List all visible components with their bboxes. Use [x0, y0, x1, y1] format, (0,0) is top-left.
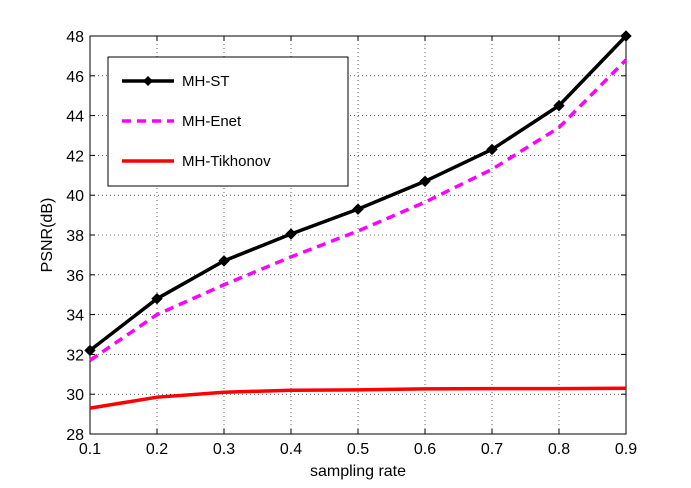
y-tick-label: 38: [66, 228, 84, 245]
x-tick-label: 0.6: [414, 441, 436, 458]
data-point-mh-st: [419, 175, 431, 187]
y-tick-label: 30: [66, 387, 84, 404]
data-point-mh-st: [84, 344, 96, 357]
y-tick-label: 34: [66, 308, 84, 325]
y-tick-label: 28: [66, 427, 84, 444]
legend-label: MH-Enet: [182, 113, 242, 130]
axis-ticks: 0.1 0.2 0.3 0.4 0.5 0.6 0.7 0.8 0.9 28 30 32 34 36 38 4…: [66, 29, 637, 458]
grid: [90, 36, 626, 434]
y-tick-label: 32: [66, 347, 84, 364]
y-tick-label: 48: [66, 29, 84, 46]
x-tick-label: 0.3: [213, 441, 235, 458]
y-tick-label: 46: [66, 69, 84, 86]
legend: MH-ST MH-Enet MH-Tikhonov: [107, 56, 349, 187]
legend-label: MH-Tikhonov: [182, 153, 271, 170]
x-tick-label: 0.8: [548, 441, 570, 458]
legend-marker: [143, 76, 153, 86]
x-tick-label: 0.9: [615, 441, 637, 458]
x-tick-label: 0.5: [347, 441, 369, 458]
series-lines: [84, 30, 632, 410]
data-point-mh-st: [486, 143, 498, 156]
y-axis-title: PSNR(dB): [39, 198, 56, 273]
y-tick-label: 42: [66, 148, 84, 165]
x-tick-label: 0.4: [280, 441, 302, 458]
data-point-mh-st: [151, 292, 163, 305]
legend-label: MH-ST: [182, 73, 230, 90]
x-tick-label: 0.1: [79, 441, 101, 458]
data-point-mh-st: [553, 99, 565, 112]
y-tick-label: 40: [66, 188, 84, 205]
series-line-mh-tikhonov: [89, 386, 627, 410]
y-tick-label: 44: [66, 109, 84, 126]
series-line-mh-enet: [89, 58, 628, 362]
y-tick-label: 36: [66, 268, 84, 285]
data-point-mh-st: [352, 203, 364, 215]
data-point-mh-st: [620, 30, 632, 42]
data-point-mh-st: [218, 255, 230, 267]
x-tick-label: 0.2: [146, 441, 168, 458]
x-tick-label: 0.7: [481, 441, 503, 458]
x-axis-title: sampling rate: [310, 463, 406, 480]
data-point-mh-st: [285, 228, 297, 240]
